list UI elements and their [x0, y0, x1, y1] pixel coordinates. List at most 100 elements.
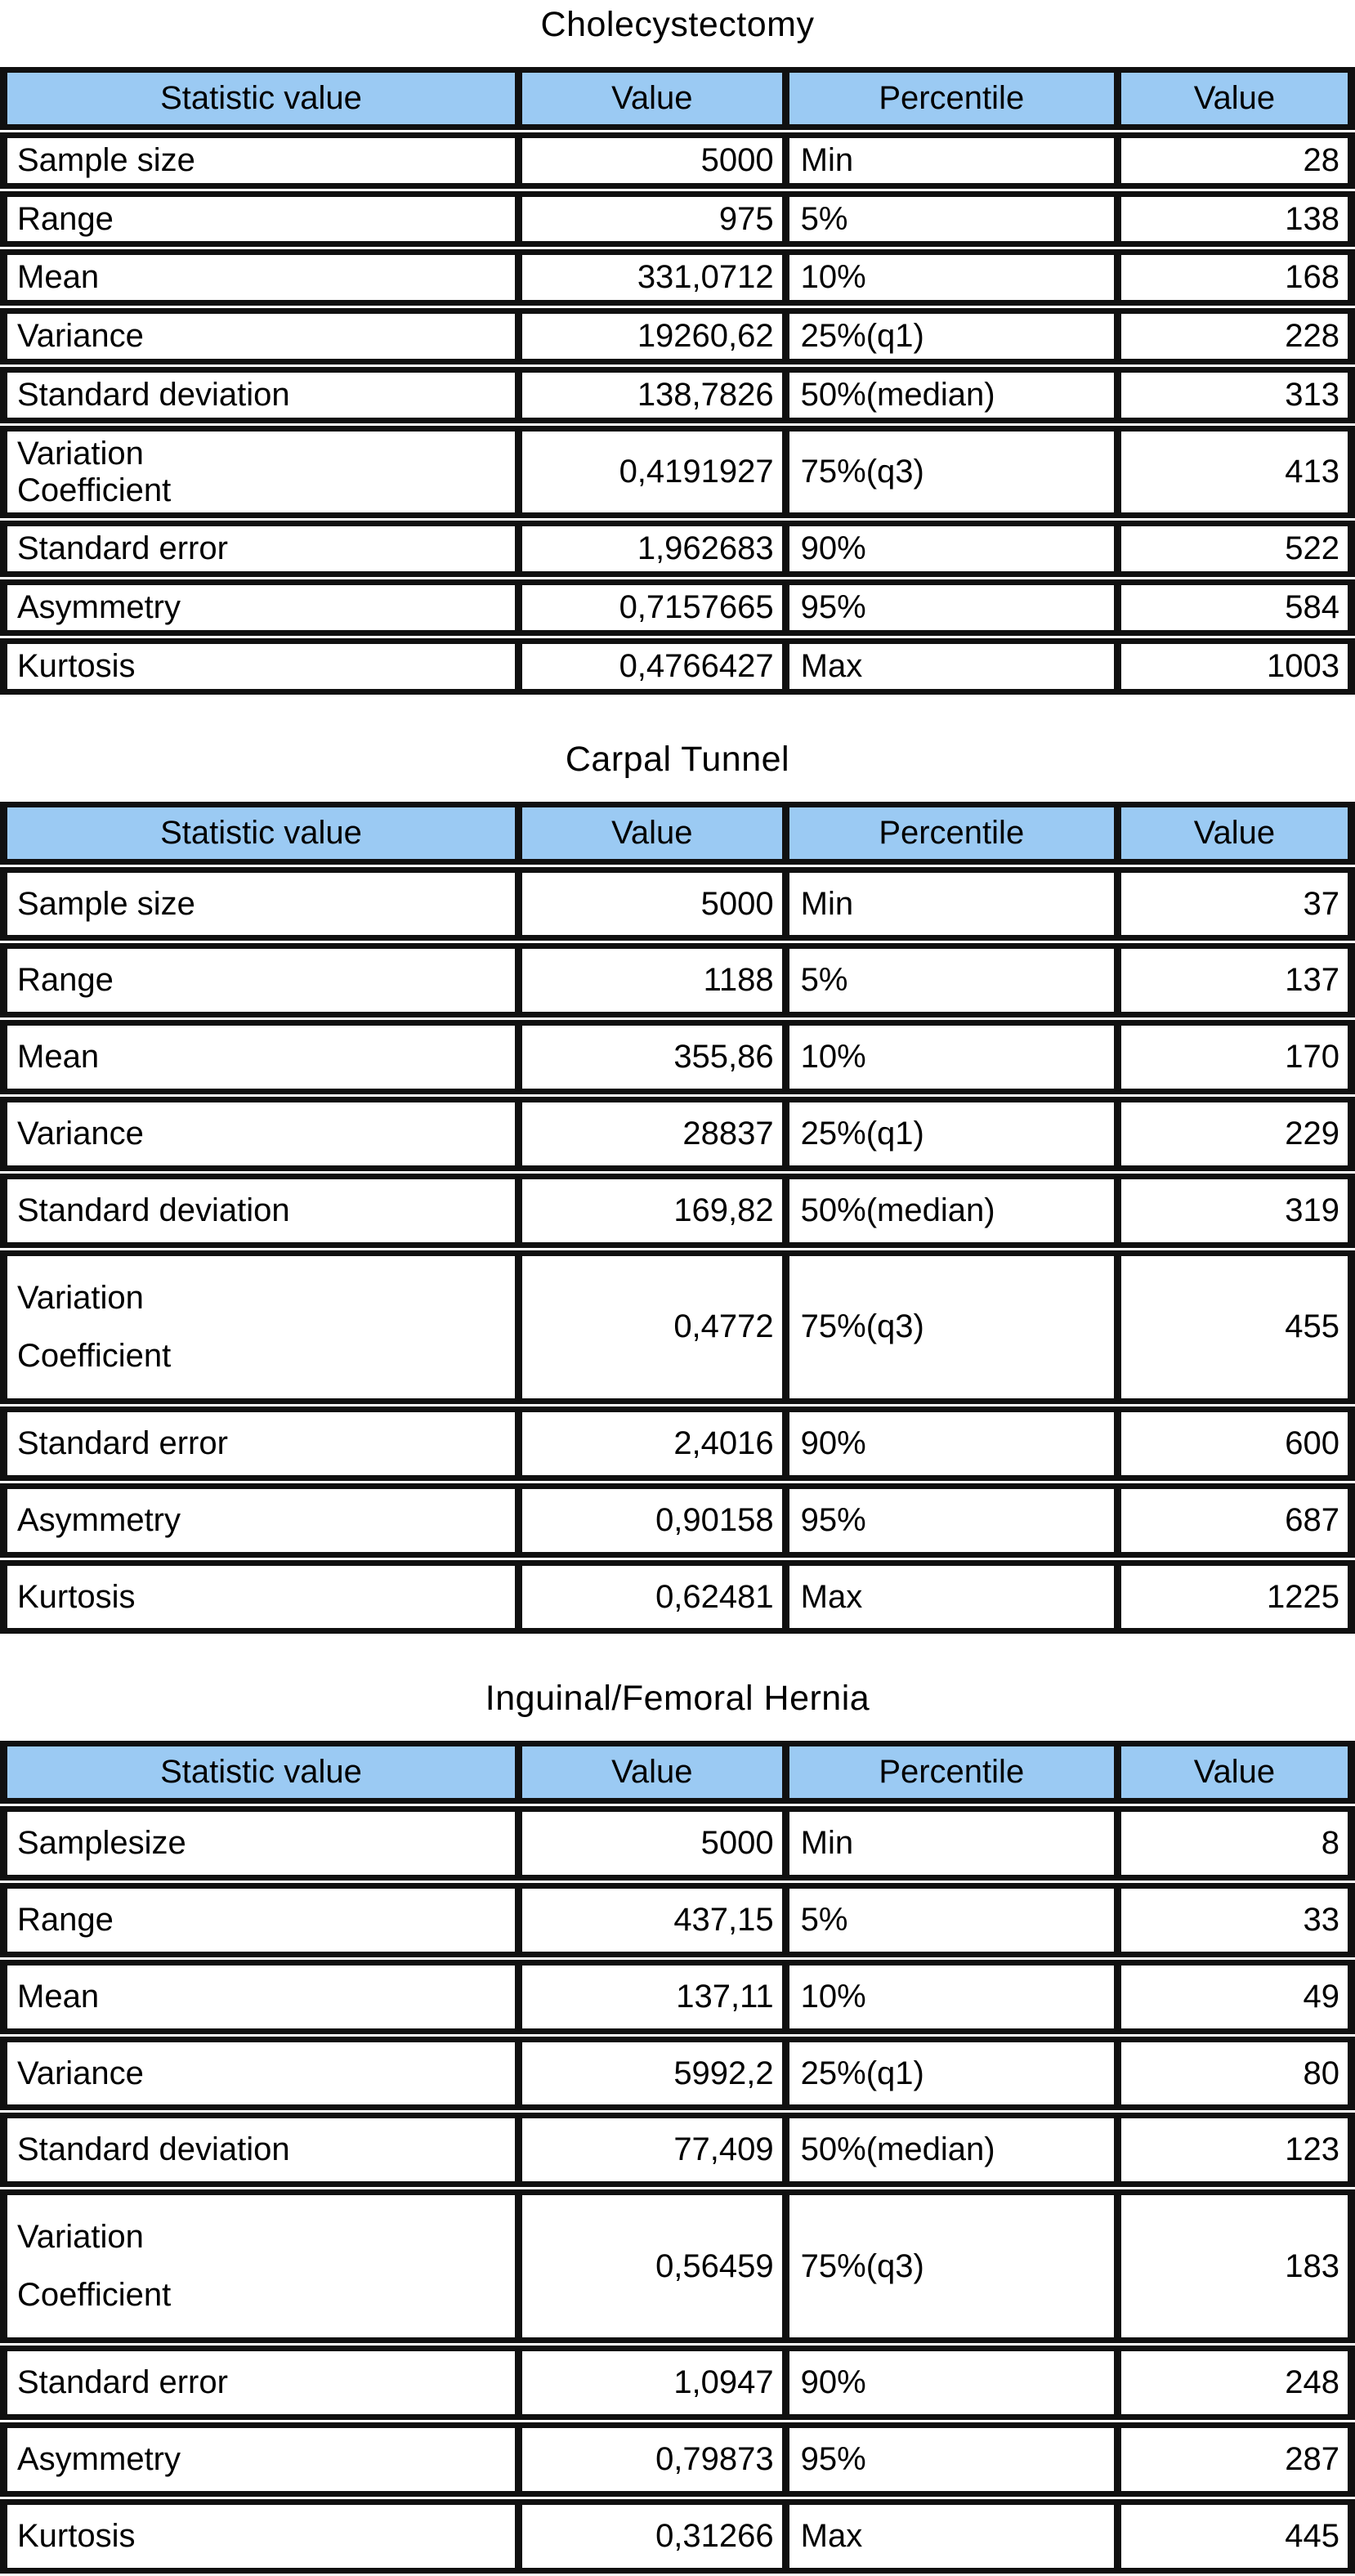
stat-value-cell: 0,62481 — [515, 1559, 782, 1635]
percentile-value-cell: 138 — [1113, 190, 1355, 248]
percentile-label-cell: 10% — [781, 1959, 1114, 2034]
stat-label-cell: Standard error — [0, 1406, 516, 1481]
percentile-value-cell: 28 — [1113, 132, 1355, 189]
stat-table: Statistic value Value Percentile Value S… — [0, 799, 1355, 1637]
percentile-label-cell: Min — [781, 1806, 1114, 1881]
percentile-value-cell: 229 — [1113, 1096, 1355, 1171]
stat-label-cell: Variance — [0, 308, 516, 364]
stat-value-cell: 138,7826 — [515, 366, 782, 423]
percentile-value-cell: 522 — [1113, 521, 1355, 578]
table-body: Sample size 5000 Min 37 Range 1188 5% 137 Mean 35… — [0, 866, 1355, 1635]
stat-label-cell: Kurtosis — [0, 1559, 516, 1635]
col-header-percentile: Percentile — [781, 1741, 1114, 1805]
table-row: Standard error 1,962683 90% 522 — [0, 521, 1355, 578]
table-row: Standard deviation 77,409 50%(median) 123 — [0, 2113, 1355, 2188]
table-title: Carpal Tunnel — [565, 739, 790, 779]
stat-value-cell: 169,82 — [515, 1173, 782, 1248]
percentile-label-cell: Max — [781, 2499, 1114, 2574]
stat-value-cell: 437,15 — [515, 1882, 782, 1957]
percentile-label-cell: 5% — [781, 190, 1114, 248]
stat-label-cell: Standard error — [0, 2346, 516, 2421]
percentile-value-cell: 80 — [1113, 2036, 1355, 2111]
header-row: Statistic value Value Percentile Value — [0, 1741, 1355, 1805]
percentile-label-cell: 25%(q1) — [781, 2036, 1114, 2111]
col-header-percentile: Percentile — [781, 801, 1114, 865]
stat-value-cell: 1,962683 — [515, 521, 782, 578]
table-row: Standard deviation 169,82 50%(median) 319 — [0, 1173, 1355, 1248]
stat-value-cell: 2,4016 — [515, 1406, 782, 1481]
stat-label-cell: Sample size — [0, 866, 516, 941]
stat-label-cell: Variation Coefficient — [0, 2189, 516, 2344]
table-body: Sample size 5000 Min 28 Range 975 5% 138 Mean 331… — [0, 132, 1355, 695]
stat-value-cell: 1,0947 — [515, 2346, 782, 2421]
table-row: Range 1188 5% 137 — [0, 943, 1355, 1018]
col-header-statistic-value: Statistic value — [0, 801, 516, 865]
stat-value-cell: 5000 — [515, 866, 782, 941]
percentile-label-cell: 50%(median) — [781, 366, 1114, 423]
stat-label-cell: Asymmetry — [0, 2422, 516, 2498]
col-header-value-2: Value — [1113, 67, 1355, 130]
stat-label-cell: Variance — [0, 2036, 516, 2111]
table-row: Kurtosis 0,4766427 Max 1003 — [0, 637, 1355, 695]
stat-table: Statistic value Value Percentile Value S… — [0, 65, 1355, 697]
percentile-value-cell: 1225 — [1113, 1559, 1355, 1635]
stat-value-cell: 1188 — [515, 943, 782, 1018]
percentile-label-cell: Min — [781, 866, 1114, 941]
percentile-label-cell: 50%(median) — [781, 1173, 1114, 1248]
percentile-value-cell: 183 — [1113, 2189, 1355, 2344]
stat-label-cell: Range — [0, 943, 516, 1018]
stat-label-cell: Sample size — [0, 132, 516, 189]
percentile-value-cell: 287 — [1113, 2422, 1355, 2498]
percentile-value-cell: 228 — [1113, 308, 1355, 364]
stat-value-cell: 0,31266 — [515, 2499, 782, 2574]
percentile-value-cell: 319 — [1113, 1173, 1355, 1248]
percentile-value-cell: 248 — [1113, 2346, 1355, 2421]
page: Cholecystectomy Statistic value Value Pe… — [0, 5, 1355, 2576]
percentile-value-cell: 687 — [1113, 1483, 1355, 1558]
stat-label-cell: Variation Coefficient — [0, 425, 516, 519]
stat-table-section: Cholecystectomy Statistic value Value Pe… — [0, 5, 1355, 697]
percentile-value-cell: 600 — [1113, 1406, 1355, 1481]
stat-label-cell: Mean — [0, 249, 516, 306]
table-body: Samplesize 5000 Min 8 Range 437,15 5% 33 Mean 137… — [0, 1806, 1355, 2574]
col-header-percentile: Percentile — [781, 67, 1114, 130]
table-row: Kurtosis 0,31266 Max 445 — [0, 2499, 1355, 2574]
stat-label-cell: Standard deviation — [0, 366, 516, 423]
stat-label-cell: Variation Coefficient — [0, 1250, 516, 1404]
stat-value-cell: 355,86 — [515, 1020, 782, 1094]
stat-value-cell: 5000 — [515, 1806, 782, 1881]
stat-value-cell: 0,7157665 — [515, 579, 782, 636]
stat-label-cell: Standard error — [0, 521, 516, 578]
stat-table-section: Carpal Tunnel Statistic value Value Perc… — [0, 740, 1355, 1637]
table-row: Standard error 2,4016 90% 600 — [0, 1406, 1355, 1481]
percentile-value-cell: 168 — [1113, 249, 1355, 306]
percentile-label-cell: 90% — [781, 1406, 1114, 1481]
percentile-label-cell: 90% — [781, 2346, 1114, 2421]
col-header-value-2: Value — [1113, 1741, 1355, 1805]
stat-label-cell: Range — [0, 190, 516, 248]
stat-value-cell: 0,4766427 — [515, 637, 782, 695]
percentile-label-cell: Max — [781, 637, 1114, 695]
col-header-value-2: Value — [1113, 801, 1355, 865]
percentile-value-cell: 445 — [1113, 2499, 1355, 2574]
table-title: Inguinal/Femoral Hernia — [485, 1679, 870, 1719]
percentile-label-cell: 75%(q3) — [781, 2189, 1114, 2344]
stat-label-cell: Kurtosis — [0, 637, 516, 695]
table-row: Mean 331,0712 10% 168 — [0, 249, 1355, 306]
stat-value-cell: 0,79873 — [515, 2422, 782, 2498]
percentile-label-cell: 75%(q3) — [781, 425, 1114, 519]
table-title: Cholecystectomy — [540, 5, 815, 44]
percentile-value-cell: 313 — [1113, 366, 1355, 423]
percentile-label-cell: 5% — [781, 1882, 1114, 1957]
percentile-value-cell: 413 — [1113, 425, 1355, 519]
percentile-label-cell: 50%(median) — [781, 2113, 1114, 2188]
table-row: Range 437,15 5% 33 — [0, 1882, 1355, 1957]
table-row: Variation Coefficient 0,4191927 75%(q3) 413 — [0, 425, 1355, 519]
table-row: Variance 5992,2 25%(q1) 80 — [0, 2036, 1355, 2111]
percentile-label-cell: 95% — [781, 1483, 1114, 1558]
stat-value-cell: 19260,62 — [515, 308, 782, 364]
percentile-label-cell: Max — [781, 1559, 1114, 1635]
stat-value-cell: 331,0712 — [515, 249, 782, 306]
stat-label-cell: Mean — [0, 1020, 516, 1094]
col-header-statistic-value: Statistic value — [0, 1741, 516, 1805]
